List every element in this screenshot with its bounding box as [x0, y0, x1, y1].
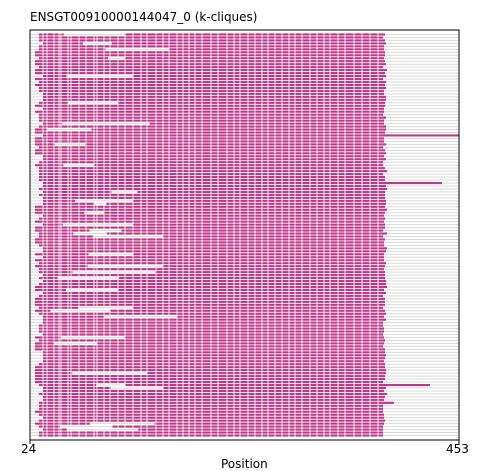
sequence-rows: [31, 33, 459, 437]
chart-title: ENSGT00910000144047_0 (k-cliques): [30, 10, 258, 24]
